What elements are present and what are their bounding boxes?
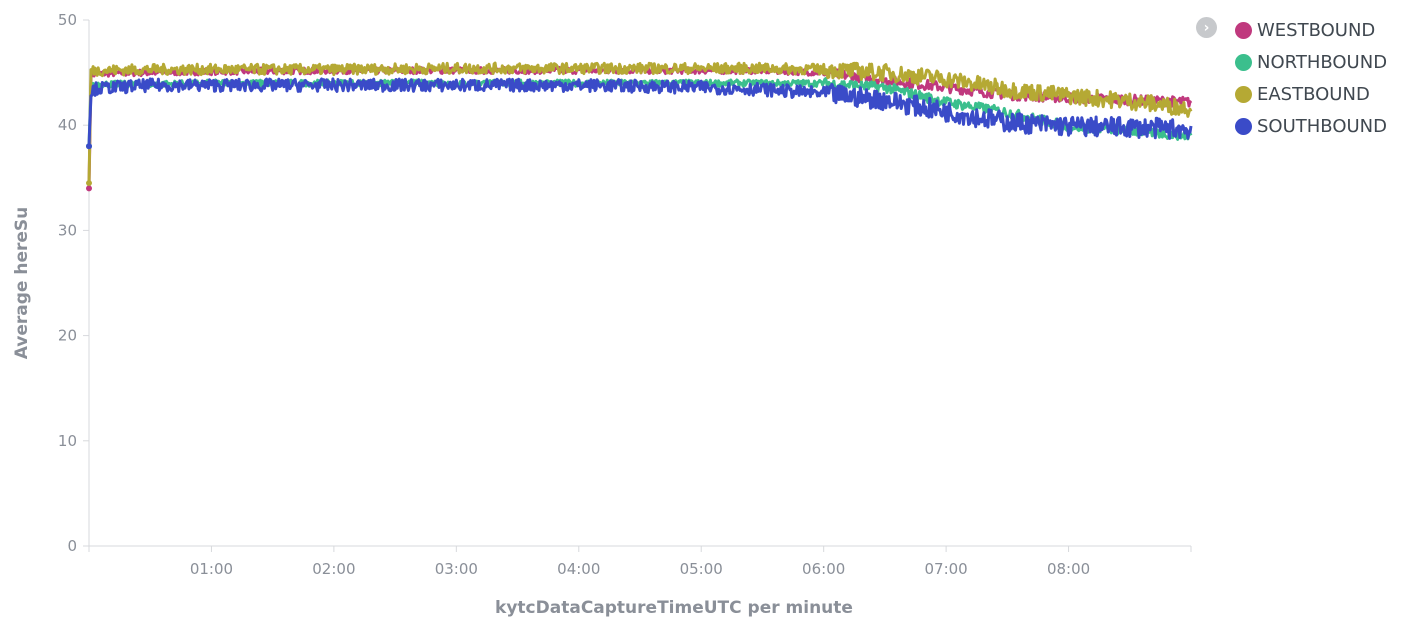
x-tick-label: 01:00 bbox=[190, 560, 233, 578]
x-tick-label: 04:00 bbox=[557, 560, 600, 578]
x-tick-label: 03:00 bbox=[435, 560, 478, 578]
x-tick-label: 06:00 bbox=[802, 560, 845, 578]
legend-item-westbound[interactable]: WESTBOUND bbox=[1235, 14, 1387, 46]
x-axis: 01:00 02:00 03:00 04:00 05:00 06:00 07:00 08:00 bbox=[88, 545, 1192, 578]
legend-item-southbound[interactable]: SOUTHBOUND bbox=[1235, 110, 1387, 142]
series-layer bbox=[86, 61, 1193, 192]
chevron-right-icon: › bbox=[1203, 19, 1210, 36]
legend-list: WESTBOUND NORTHBOUND EASTBOUND SOUTHBOUN… bbox=[1235, 14, 1387, 142]
y-axis: 0 10 20 30 40 50 bbox=[58, 11, 90, 555]
x-axis-title: kytcDataCaptureTimeUTC per minute bbox=[495, 598, 853, 618]
y-tick-label: 40 bbox=[58, 116, 77, 134]
y-tick-label: 50 bbox=[58, 11, 77, 29]
y-tick-label: 0 bbox=[67, 537, 77, 555]
legend-label: WESTBOUND bbox=[1257, 19, 1376, 41]
legend-swatch bbox=[1235, 117, 1252, 135]
x-tick-label: 02:00 bbox=[312, 560, 355, 578]
x-tick-label: 05:00 bbox=[680, 560, 723, 578]
y-axis-title: Average hereSu bbox=[12, 207, 32, 360]
series-start-point-eastbound bbox=[86, 180, 92, 187]
x-tick-label: 08:00 bbox=[1047, 560, 1090, 578]
y-tick-label: 20 bbox=[58, 327, 77, 345]
series-line-eastbound bbox=[87, 61, 1193, 184]
legend-label: SOUTHBOUND bbox=[1257, 115, 1387, 137]
x-tick-label: 07:00 bbox=[924, 560, 967, 578]
legend-item-eastbound[interactable]: EASTBOUND bbox=[1235, 78, 1387, 110]
y-tick-label: 10 bbox=[58, 432, 77, 450]
legend-item-northbound[interactable]: NORTHBOUND bbox=[1235, 46, 1387, 78]
legend-label: NORTHBOUND bbox=[1257, 51, 1388, 73]
series-start-point-southbound bbox=[86, 143, 92, 150]
legend-toggle-button[interactable]: › bbox=[1196, 17, 1217, 38]
legend-swatch bbox=[1235, 85, 1252, 103]
series-start-point-westbound bbox=[86, 185, 92, 192]
legend-swatch bbox=[1235, 53, 1252, 71]
y-tick-label: 30 bbox=[58, 221, 77, 239]
series-line-southbound bbox=[87, 77, 1193, 147]
legend-swatch bbox=[1235, 21, 1252, 39]
legend-label: EASTBOUND bbox=[1257, 83, 1370, 105]
